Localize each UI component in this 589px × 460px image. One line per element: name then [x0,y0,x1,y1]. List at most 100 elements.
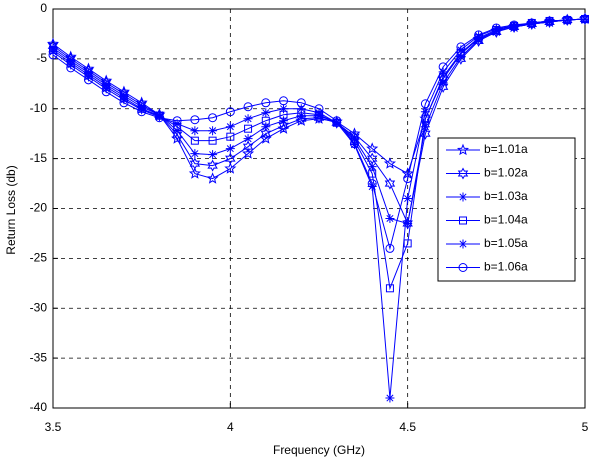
marker [242,147,255,159]
x-axis-label: Frequency (GHz) [273,443,365,457]
marker [83,72,93,82]
marker [402,217,413,230]
legend-label: b=1.02a [484,166,528,180]
marker [261,122,271,132]
marker [456,45,466,55]
marker [509,21,519,31]
marker [66,63,76,73]
marker [385,284,394,293]
marker [296,104,306,114]
plot-frame [52,8,586,409]
marker [259,132,272,144]
marker [279,104,289,114]
marker [172,119,182,129]
x-tick-label: 4 [227,420,234,434]
marker [189,157,201,170]
marker [349,139,359,149]
marker [242,140,254,153]
y-tick-label: -25 [30,251,48,265]
marker [261,108,271,118]
marker [385,393,395,403]
marker [579,12,589,26]
marker [459,216,467,225]
marker [420,122,430,132]
y-tick-label: -5 [36,51,47,65]
marker [384,177,396,190]
marker [260,127,272,140]
marker [580,14,589,24]
marker [458,263,468,272]
marker [332,118,342,128]
legend-label: b=1.04a [484,213,528,227]
marker [225,107,235,117]
marker [383,157,396,169]
marker [206,172,219,184]
marker [456,143,470,156]
marker [154,113,164,123]
marker [119,98,129,108]
y-tick-label: -10 [30,101,48,115]
marker [562,15,572,25]
marker [243,134,253,144]
x-tick-label: 3.5 [45,420,62,434]
marker [474,31,484,41]
marker [509,20,519,30]
marker [314,104,324,114]
marker [119,95,129,105]
marker [367,182,377,192]
y-tick-label: -40 [30,400,48,414]
marker [420,99,430,109]
marker [438,62,448,72]
marker [243,114,253,124]
y-tick-label: 0 [40,1,47,15]
marker [208,126,218,136]
marker [48,47,58,57]
marker [208,136,217,145]
marker [403,194,413,204]
x-tick-label: 5 [582,420,589,434]
marker [279,96,289,106]
marker [544,15,555,29]
marker [208,150,218,160]
marker [48,50,58,60]
marker [456,42,466,52]
marker [491,23,501,33]
marker [225,152,236,165]
marker [244,124,253,133]
marker [349,134,359,144]
y-tick-label: -20 [30,201,48,215]
marker [385,243,395,253]
marker [401,167,414,179]
marker [296,98,306,108]
y-tick-label: -30 [30,300,48,314]
marker [225,122,235,132]
marker [526,17,538,31]
marker [154,112,164,122]
marker [332,116,342,126]
series-line [52,18,586,251]
marker [137,105,147,115]
marker [171,128,183,141]
marker [403,174,413,184]
marker [101,84,111,94]
marker [224,162,237,174]
y-axis-label: Return Loss (db) [4,165,18,254]
legend-label: b=1.01a [484,142,528,156]
marker [367,179,377,189]
legend-label: b=1.06a [484,260,528,274]
marker [137,107,147,117]
marker [66,60,76,70]
marker [438,67,448,77]
marker [437,80,449,93]
marker [527,18,537,28]
marker [296,111,306,121]
marker [278,119,289,132]
marker [458,239,468,249]
marker [279,116,289,126]
marker [225,144,235,154]
marker [261,98,271,108]
marker [101,87,111,97]
y-tick-label: -15 [30,151,48,165]
y-tick-label: -35 [30,350,48,364]
